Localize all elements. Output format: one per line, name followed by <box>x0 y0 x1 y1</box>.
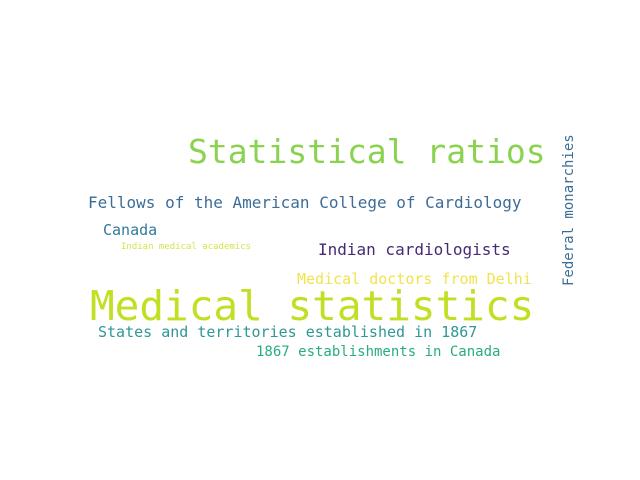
word-indian-medical-academics: Indian medical academics <box>121 242 252 252</box>
word-federal-monarchies: Federal monarchies <box>561 134 577 286</box>
word-medical-doctors-delhi: Medical doctors from Delhi <box>297 270 532 288</box>
word-fellows-acc: Fellows of the American College of Cardi… <box>88 193 522 212</box>
word-medical-statistics: Medical statistics <box>90 282 535 330</box>
word-statistical-ratios: Statistical ratios <box>188 132 546 171</box>
word-states-territories-1867: States and territories established in 18… <box>98 323 478 341</box>
word-canada: Canada <box>103 221 158 239</box>
word-indian-cardiologists: Indian cardiologists <box>318 240 511 259</box>
word-establishments-canada-1867: 1867 establishments in Canada <box>256 344 501 360</box>
